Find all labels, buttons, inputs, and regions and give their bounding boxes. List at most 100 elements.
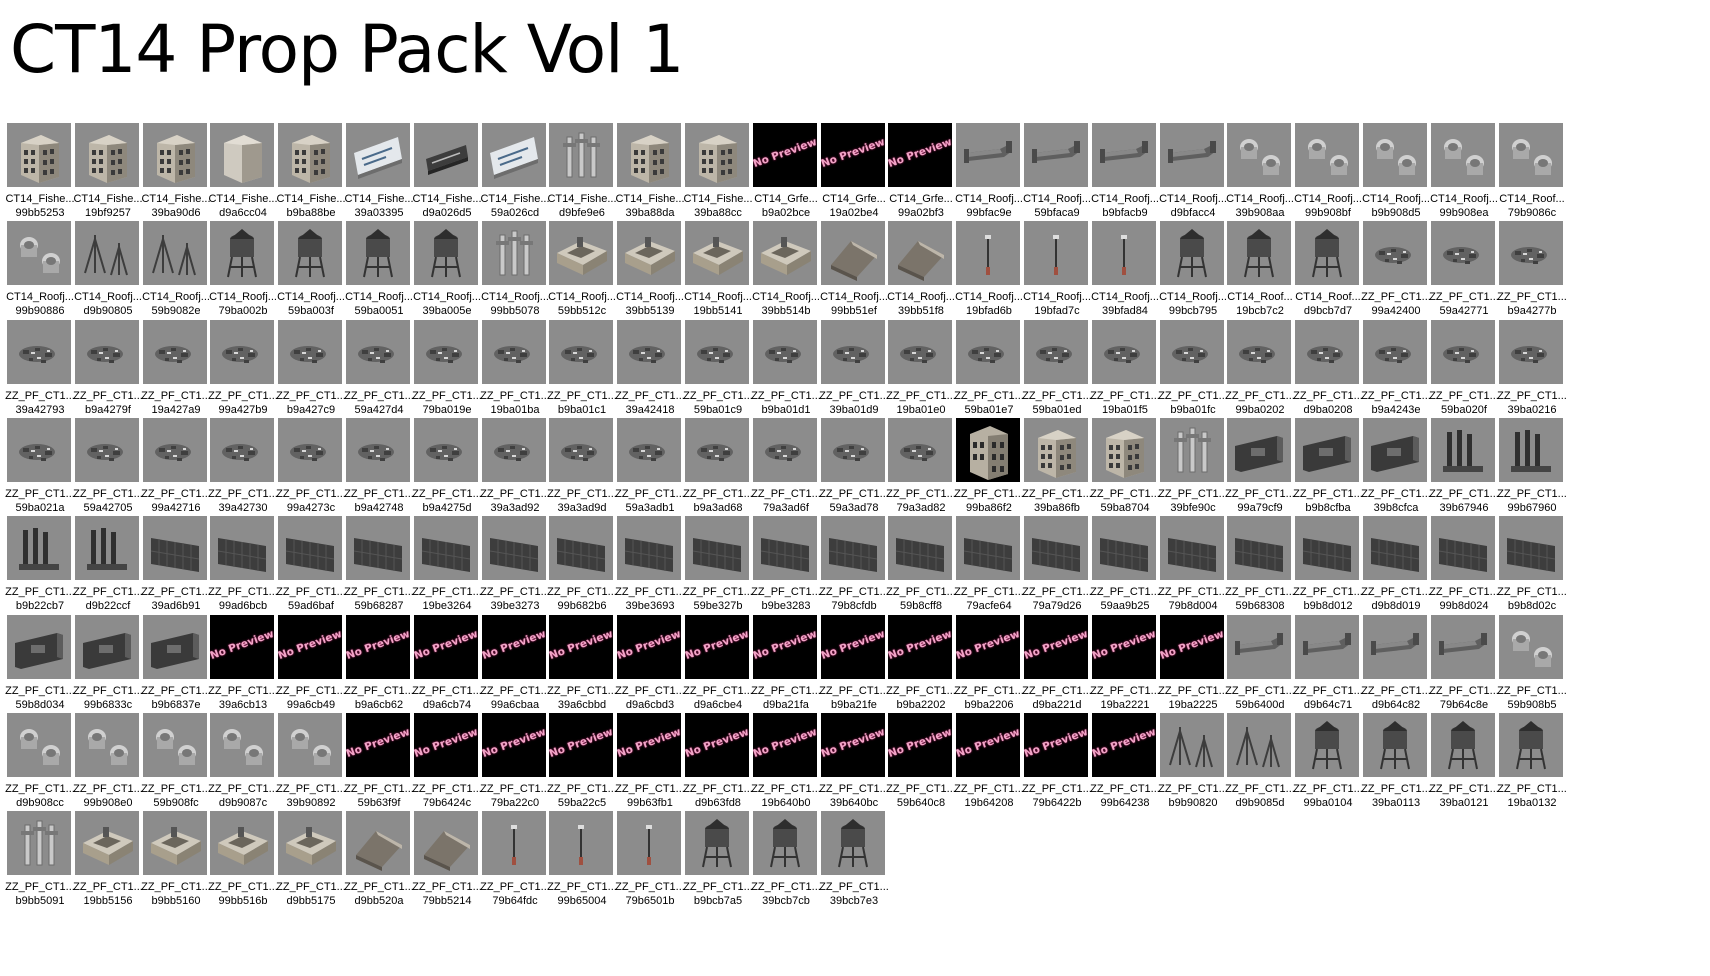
prop-thumbnail-item[interactable]: CT14_Roofj... 39bb514b [752, 221, 820, 325]
prop-thumbnail-item[interactable]: ZZ_PF_CT1... d9bb520a [344, 811, 414, 915]
prop-thumbnail-item[interactable]: ZZ_PF_CT1... 99a42400 [1361, 221, 1431, 325]
prop-thumbnail-item[interactable]: No Preview ZZ_PF_CT1... 19b64208 [954, 713, 1024, 817]
prop-thumbnail-item[interactable]: No Preview ZZ_PF_CT1... d9ba21fa [751, 615, 821, 719]
prop-thumbnail-item[interactable]: ZZ_PF_CT1... 19ba01f5 [1090, 320, 1160, 424]
prop-thumbnail-item[interactable]: ZZ_PF_CT1... 59b68287 [344, 516, 414, 620]
prop-thumbnail-item[interactable]: ZZ_PF_CT1... d9bb5175 [276, 811, 346, 915]
prop-thumbnail-item[interactable]: ZZ_PF_CT1... 99a42716 [141, 418, 211, 522]
prop-thumbnail-item[interactable]: ZZ_PF_CT1... 79a79d26 [1022, 516, 1092, 620]
prop-thumbnail-item[interactable]: ZZ_PF_CT1... 59ad6baf [276, 516, 346, 620]
prop-thumbnail-item[interactable]: ZZ_PF_CT1... b9b8d02c [1497, 516, 1567, 620]
prop-thumbnail-item[interactable]: No Preview ZZ_PF_CT1... b9ba2202 [886, 615, 956, 719]
prop-thumbnail-item[interactable]: No Preview ZZ_PF_CT1... 19ba2225 [1158, 615, 1228, 719]
prop-thumbnail-item[interactable]: No Preview ZZ_PF_CT1... 99b64238 [1090, 713, 1160, 817]
prop-thumbnail-item[interactable]: No Preview ZZ_PF_CT1... 99a6cbaa [480, 615, 550, 719]
prop-thumbnail-item[interactable]: No Preview ZZ_PF_CT1... 79b6422b [1022, 713, 1092, 817]
prop-thumbnail-item[interactable]: ZZ_PF_CT1... 99bb516b [208, 811, 278, 915]
prop-thumbnail-item[interactable]: CT14_Roof... d9bcb7d7 [1295, 221, 1361, 325]
prop-thumbnail-item[interactable]: ZZ_PF_CT1... 39a3ad9d [547, 418, 617, 522]
prop-thumbnail-item[interactable]: ZZ_PF_CT1... 79b8cfdb [819, 516, 889, 620]
prop-thumbnail-item[interactable]: ZZ_PF_CT1... 59a3ad78 [819, 418, 889, 522]
prop-thumbnail-item[interactable]: ZZ_PF_CT1... 59ba01e7 [954, 320, 1024, 424]
prop-thumbnail-item[interactable]: ZZ_PF_CT1... 59a42771 [1429, 221, 1499, 325]
prop-thumbnail-item[interactable]: CT14_Roofj... 19bb5141 [684, 221, 752, 325]
prop-thumbnail-item[interactable]: CT14_Roofj... 39bb51f8 [887, 221, 955, 325]
prop-thumbnail-item[interactable]: No Preview ZZ_PF_CT1... d9a6cb74 [412, 615, 482, 719]
prop-thumbnail-item[interactable]: CT14_Roofj... 99bb51ef [820, 221, 888, 325]
prop-thumbnail-item[interactable]: ZZ_PF_CT1... b9be3283 [751, 516, 821, 620]
prop-thumbnail-item[interactable]: ZZ_PF_CT1... 59ba021a [5, 418, 75, 522]
prop-thumbnail-item[interactable]: CT14_Roofj... 39ba005e [413, 221, 481, 325]
prop-thumbnail-item[interactable]: No Preview ZZ_PF_CT1... 59b640c8 [886, 713, 956, 817]
prop-thumbnail-item[interactable]: ZZ_PF_CT1... 79b64c8e [1429, 615, 1499, 719]
prop-thumbnail-item[interactable]: No Preview ZZ_PF_CT1... 19ba2221 [1090, 615, 1160, 719]
prop-thumbnail-item[interactable]: ZZ_PF_CT1... b9b22cb7 [5, 516, 75, 620]
prop-thumbnail-item[interactable]: ZZ_PF_CT1... 99ba0202 [1225, 320, 1295, 424]
prop-thumbnail-item[interactable]: ZZ_PF_CT1... 39ba0121 [1429, 713, 1499, 817]
prop-thumbnail-item[interactable]: CT14_Roofj... 59ba0051 [345, 221, 413, 325]
prop-thumbnail-item[interactable]: ZZ_PF_CT1... 79b6501b [615, 811, 685, 915]
prop-thumbnail-item[interactable]: No Preview ZZ_PF_CT1... 99b63fb1 [615, 713, 685, 817]
prop-thumbnail-item[interactable]: ZZ_PF_CT1... 59b908fc [141, 713, 211, 817]
prop-thumbnail-item[interactable]: CT14_Fishe... d9a026d5 [412, 123, 482, 227]
prop-thumbnail-item[interactable]: ZZ_PF_CT1... 59a427d4 [344, 320, 414, 424]
prop-thumbnail-item[interactable]: ZZ_PF_CT1... 59b8d034 [5, 615, 75, 719]
prop-thumbnail-item[interactable]: ZZ_PF_CT1... b9bcb7a5 [683, 811, 753, 915]
prop-thumbnail-item[interactable]: ZZ_PF_CT1... 79a3ad6f [751, 418, 821, 522]
prop-thumbnail-item[interactable]: CT14_Roofj... 19bfad7c [1023, 221, 1091, 325]
prop-thumbnail-item[interactable]: ZZ_PF_CT1... d9b908cc [5, 713, 75, 817]
prop-thumbnail-item[interactable]: CT14_Roofj... 99bfac9e [955, 123, 1023, 227]
prop-thumbnail-item[interactable]: ZZ_PF_CT1... 99a427b9 [208, 320, 278, 424]
prop-thumbnail-item[interactable]: ZZ_PF_CT1... b9bb5160 [141, 811, 211, 915]
prop-thumbnail-item[interactable]: CT14_Roofj... 59ba003f [277, 221, 345, 325]
prop-thumbnail-item[interactable]: ZZ_PF_CT1... b9a4243e [1361, 320, 1431, 424]
prop-thumbnail-item[interactable]: ZZ_PF_CT1... 59a42705 [73, 418, 143, 522]
prop-thumbnail-item[interactable]: CT14_Roofj... 59bfaca9 [1023, 123, 1091, 227]
prop-thumbnail-item[interactable]: ZZ_PF_CT1... 39ad6b91 [141, 516, 211, 620]
prop-thumbnail-item[interactable]: CT14_Roofj... 99b908ea [1430, 123, 1498, 227]
prop-thumbnail-item[interactable]: ZZ_PF_CT1... b9a4277b [1497, 221, 1567, 325]
prop-thumbnail-item[interactable]: ZZ_PF_CT1... 39bfe90c [1158, 418, 1228, 522]
prop-thumbnail-item[interactable]: ZZ_PF_CT1... 99ad6bcb [208, 516, 278, 620]
prop-thumbnail-item[interactable]: ZZ_PF_CT1... 39ba01d9 [819, 320, 889, 424]
prop-thumbnail-item[interactable]: CT14_Fishe... b9ba88be [276, 123, 346, 227]
prop-thumbnail-item[interactable]: ZZ_PF_CT1... d9b9087c [208, 713, 278, 817]
prop-thumbnail-item[interactable]: No Preview ZZ_PF_CT1... 39b640bc [819, 713, 889, 817]
prop-thumbnail-item[interactable]: ZZ_PF_CT1... b9b6837e [141, 615, 211, 719]
prop-thumbnail-item[interactable]: No Preview ZZ_PF_CT1... 59ba22c5 [547, 713, 617, 817]
prop-thumbnail-item[interactable]: ZZ_PF_CT1... 59aa9b25 [1090, 516, 1160, 620]
prop-thumbnail-item[interactable]: CT14_Roofj... 99bcb795 [1159, 221, 1227, 325]
prop-thumbnail-item[interactable]: ZZ_PF_CT1... 19be3264 [412, 516, 482, 620]
prop-thumbnail-item[interactable]: CT14_Fishe... 99bb5253 [5, 123, 75, 227]
prop-thumbnail-item[interactable]: ZZ_PF_CT1... 59b6400d [1225, 615, 1295, 719]
prop-thumbnail-item[interactable]: ZZ_PF_CT1... 19a427a9 [141, 320, 211, 424]
prop-thumbnail-item[interactable]: CT14_Fishe... 39a03395 [344, 123, 414, 227]
prop-thumbnail-item[interactable]: ZZ_PF_CT1... 99ba0104 [1293, 713, 1363, 817]
prop-thumbnail-item[interactable]: CT14_Roofj... 99b908bf [1294, 123, 1362, 227]
prop-thumbnail-item[interactable]: ZZ_PF_CT1... 19ba0132 [1497, 713, 1567, 817]
prop-thumbnail-item[interactable]: ZZ_PF_CT1... d9b9085d [1225, 713, 1295, 817]
prop-thumbnail-item[interactable]: ZZ_PF_CT1... 39bcb7e3 [819, 811, 889, 915]
prop-thumbnail-item[interactable]: ZZ_PF_CT1... 19ba01e0 [886, 320, 956, 424]
prop-thumbnail-item[interactable]: ZZ_PF_CT1... 39a42793 [5, 320, 75, 424]
prop-thumbnail-item[interactable]: CT14_Roofj... d9b90805 [74, 221, 142, 325]
prop-thumbnail-item[interactable]: No Preview CT14_Grfe... b9a02bce [753, 123, 819, 227]
prop-thumbnail-item[interactable]: ZZ_PF_CT1... 79b64fdc [480, 811, 550, 915]
prop-thumbnail-item[interactable]: CT14_Roofj... b9b908d5 [1362, 123, 1430, 227]
prop-thumbnail-item[interactable]: ZZ_PF_CT1... 59b68308 [1225, 516, 1295, 620]
prop-thumbnail-item[interactable]: ZZ_PF_CT1... 99b682b6 [547, 516, 617, 620]
prop-thumbnail-item[interactable]: No Preview ZZ_PF_CT1... 79b6424c [412, 713, 482, 817]
prop-thumbnail-item[interactable]: ZZ_PF_CT1... 99b8d024 [1429, 516, 1499, 620]
prop-thumbnail-item[interactable]: CT14_Fishe... 39ba90d6 [141, 123, 211, 227]
prop-thumbnail-item[interactable]: CT14_Fishe... d9a6cc04 [208, 123, 278, 227]
prop-thumbnail-item[interactable]: CT14_Roofj... 39b908aa [1226, 123, 1294, 227]
prop-thumbnail-item[interactable]: ZZ_PF_CT1... d9b64c82 [1361, 615, 1431, 719]
prop-thumbnail-item[interactable]: ZZ_PF_CT1... 59be327b [683, 516, 753, 620]
prop-thumbnail-item[interactable]: CT14_Roofj... b9bfacb9 [1091, 123, 1159, 227]
prop-thumbnail-item[interactable]: ZZ_PF_CT1... 39bcb7cb [751, 811, 821, 915]
prop-thumbnail-item[interactable]: ZZ_PF_CT1... 39a42730 [208, 418, 278, 522]
prop-thumbnail-item[interactable]: ZZ_PF_CT1... 39b8cfca [1361, 418, 1431, 522]
prop-thumbnail-item[interactable]: CT14_Fishe... 39ba88cc [683, 123, 753, 227]
prop-thumbnail-item[interactable]: ZZ_PF_CT1... 79a3ad82 [886, 418, 956, 522]
prop-thumbnail-item[interactable]: ZZ_PF_CT1... b9a427c9 [276, 320, 346, 424]
